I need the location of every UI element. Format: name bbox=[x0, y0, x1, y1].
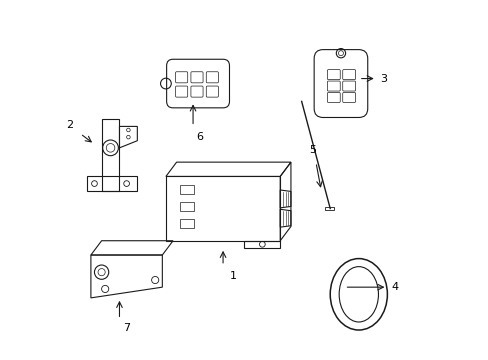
Text: 4: 4 bbox=[390, 282, 397, 292]
Text: 1: 1 bbox=[230, 271, 237, 281]
Text: 5: 5 bbox=[308, 145, 315, 155]
Text: 3: 3 bbox=[380, 73, 386, 84]
Text: 6: 6 bbox=[196, 132, 203, 142]
Bar bbox=[180, 202, 194, 211]
Bar bbox=[180, 185, 194, 194]
Text: 7: 7 bbox=[123, 323, 130, 333]
Text: 2: 2 bbox=[66, 120, 73, 130]
Bar bbox=[180, 219, 194, 228]
